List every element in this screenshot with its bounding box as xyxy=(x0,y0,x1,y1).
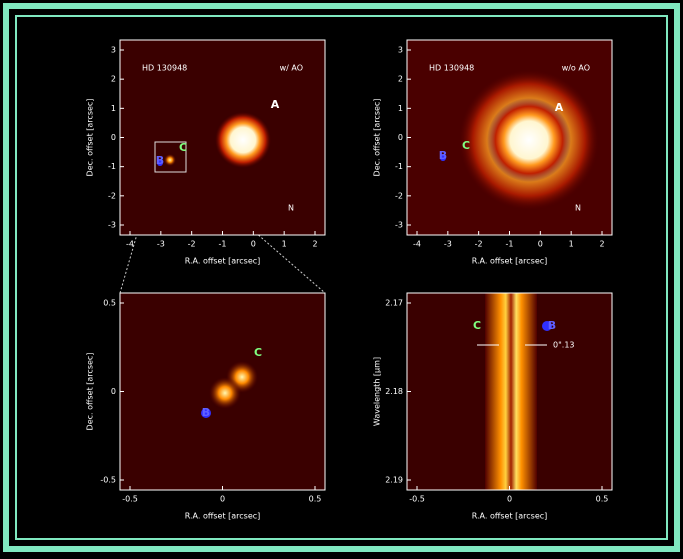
y-tick-label: 3 xyxy=(398,46,403,55)
frame xyxy=(3,3,680,552)
star-a xyxy=(215,112,271,168)
x-tick-label: -3 xyxy=(157,240,165,249)
y-tick-label: 2.17 xyxy=(385,299,403,308)
x-tick-label: -0.5 xyxy=(122,495,138,504)
zoom-box xyxy=(154,141,187,173)
y-tick-label: -0.5 xyxy=(100,476,116,485)
x-axis-label: R.A. offset [arcsec] xyxy=(472,257,548,266)
x-tick-label: -3 xyxy=(444,240,452,249)
component-label: B xyxy=(156,154,164,167)
x-tick-label: -0.5 xyxy=(409,495,425,504)
x-tick-label: -4 xyxy=(413,240,421,249)
y-tick-label: 0 xyxy=(398,133,403,142)
y-tick-label: 2 xyxy=(398,75,403,84)
x-tick-label: 1 xyxy=(569,240,574,249)
y-tick-label: 2 xyxy=(111,75,116,84)
x-tick-label: -2 xyxy=(188,240,196,249)
x-tick-label: 2 xyxy=(312,240,317,249)
component-label: A xyxy=(555,101,564,114)
x-tick-label: 0 xyxy=(507,495,512,504)
mode: w/ AO xyxy=(280,64,303,73)
component-label: B xyxy=(548,319,556,332)
marker-b xyxy=(201,408,211,418)
x-tick-label: -2 xyxy=(475,240,483,249)
marker-b xyxy=(157,160,163,166)
y-tick-label: 0 xyxy=(111,387,116,396)
x-tick-label: -1 xyxy=(219,240,227,249)
x-axis-label: R.A. offset [arcsec] xyxy=(185,512,261,521)
star-bc xyxy=(164,154,176,166)
target-name: HD 130948 xyxy=(429,64,474,73)
x-tick-label: 0.5 xyxy=(309,495,322,504)
y-axis-label: Dec. offset [arcsec] xyxy=(86,353,95,431)
x-tick-label: 0 xyxy=(538,240,543,249)
y-tick-label: 1 xyxy=(111,104,116,113)
separation: 0".13 xyxy=(553,341,575,350)
component-label: C xyxy=(179,141,187,154)
y-tick-label: 3 xyxy=(111,46,116,55)
mode: w/o AO xyxy=(562,64,590,73)
target-name: HD 130948 xyxy=(142,64,187,73)
x-tick-label: 2 xyxy=(599,240,604,249)
star-b xyxy=(209,377,241,409)
y-axis-label: Wavelength [µm] xyxy=(373,357,382,426)
x-axis-label: R.A. offset [arcsec] xyxy=(185,257,261,266)
marker-b xyxy=(440,155,446,161)
component-label: A xyxy=(271,98,280,111)
y-tick-label: -1 xyxy=(108,162,116,171)
x-tick-label: -4 xyxy=(126,240,134,249)
x-tick-label: 0.5 xyxy=(596,495,609,504)
y-tick-label: -1 xyxy=(395,162,403,171)
y-tick-label: -2 xyxy=(108,191,116,200)
component-label: B xyxy=(439,149,447,162)
component-label: C xyxy=(462,139,470,152)
y-tick-label: 2.19 xyxy=(385,476,403,485)
y-tick-label: 0 xyxy=(111,133,116,142)
x-tick-label: 1 xyxy=(282,240,287,249)
y-tick-label: -2 xyxy=(395,191,403,200)
y-tick-label: 2.18 xyxy=(385,387,403,396)
compass: N xyxy=(575,204,581,213)
star-a xyxy=(487,98,571,182)
x-tick-label: 0 xyxy=(251,240,256,249)
y-tick-label: 0.5 xyxy=(103,299,116,308)
y-tick-label: -3 xyxy=(108,221,116,230)
y-tick-label: -3 xyxy=(395,221,403,230)
y-tick-label: 1 xyxy=(398,104,403,113)
component-label: C xyxy=(473,319,481,332)
component-label: C xyxy=(254,346,262,359)
x-tick-label: -1 xyxy=(506,240,514,249)
compass: N xyxy=(288,204,294,213)
y-axis-label: Dec. offset [arcsec] xyxy=(373,99,382,177)
spectrum xyxy=(485,293,537,490)
x-axis-label: R.A. offset [arcsec] xyxy=(472,512,548,521)
component-label: B xyxy=(202,406,210,419)
frame-inner xyxy=(15,15,668,540)
x-tick-label: 0 xyxy=(220,495,225,504)
marker-b xyxy=(542,321,552,331)
y-axis-label: Dec. offset [arcsec] xyxy=(86,99,95,177)
